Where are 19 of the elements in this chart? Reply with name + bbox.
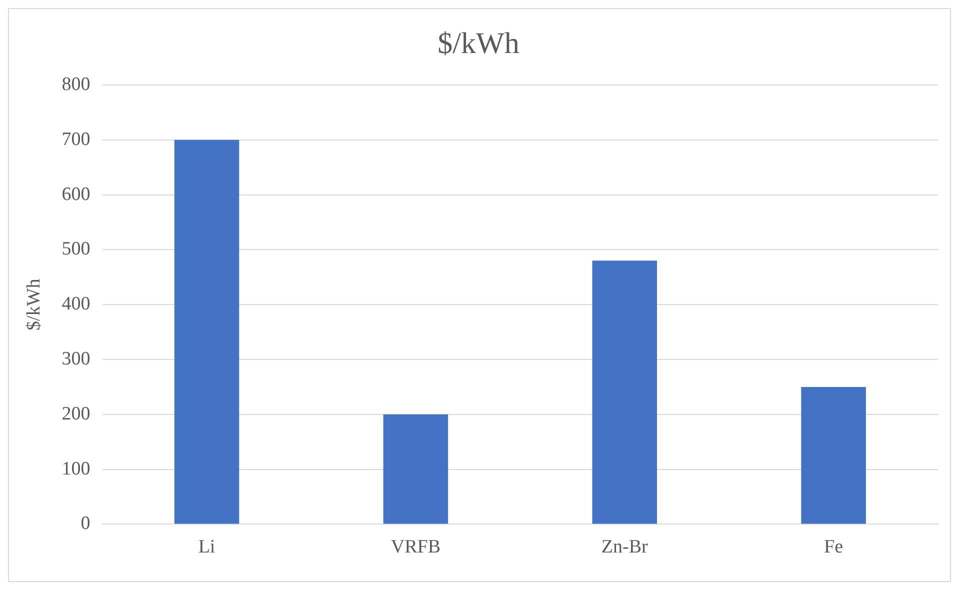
x-tick-label: VRFB	[390, 536, 441, 558]
y-axis-title: $/kWh	[23, 278, 44, 330]
y-tick-label: 0	[80, 513, 90, 534]
chart-title: $/kWh	[438, 26, 520, 60]
y-tick-label: 100	[62, 458, 90, 480]
bar	[383, 414, 448, 524]
x-tick-label: Fe	[824, 536, 844, 558]
y-tick-label: 600	[62, 184, 90, 205]
y-tick-label: 200	[62, 403, 90, 424]
y-tick-label: 800	[62, 74, 90, 95]
bar	[592, 260, 657, 524]
y-tick-label: 700	[62, 128, 90, 150]
y-tick-label: 400	[62, 294, 90, 315]
x-tick-label: Li	[198, 536, 216, 558]
bar	[174, 140, 240, 524]
y-tick-label: 300	[62, 348, 90, 370]
y-tick-label: 500	[62, 238, 90, 260]
x-tick-label: Zn-Br	[601, 536, 648, 558]
bar	[801, 386, 866, 524]
